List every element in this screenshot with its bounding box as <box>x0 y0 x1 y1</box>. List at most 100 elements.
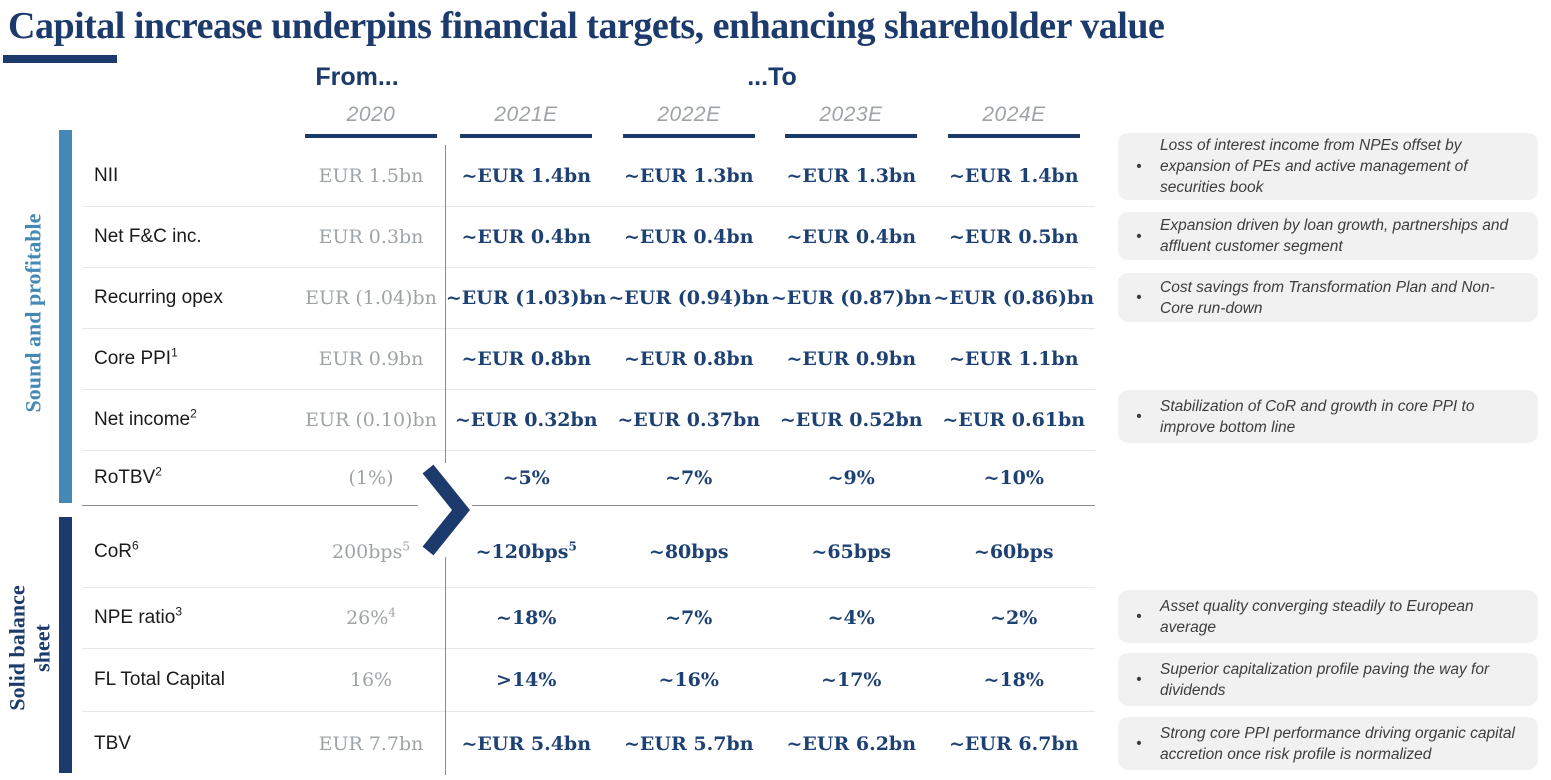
cell-2024e: ~EUR (0.86)bn <box>933 287 1096 309</box>
cell-2024e: ~EUR 1.1bn <box>933 348 1096 370</box>
cell-2022e-text: ~EUR 5.7bn <box>623 732 754 755</box>
cell-2020-text: (1%) <box>348 467 394 489</box>
cell-2023e-text: ~EUR 0.52bn <box>779 409 923 431</box>
page-title: Capital increase underpins financial tar… <box>8 5 1165 47</box>
bullet-icon: • <box>1136 671 1142 688</box>
cell-2022e-text: ~7% <box>665 467 713 489</box>
cell-2022e: ~EUR (0.94)bn <box>608 287 771 309</box>
cell-2020-text: 26% <box>346 607 389 629</box>
cell-2020-text: EUR (1.04)bn <box>305 287 437 309</box>
column-header-2022e: 2022E <box>623 103 755 138</box>
cell-2022e-text: ~EUR 0.37bn <box>617 409 761 431</box>
cell-2023e: ~65bps <box>770 541 933 563</box>
cell-2022e-text: ~EUR 0.8bn <box>623 348 754 370</box>
cell-2020-text: EUR 1.5bn <box>318 164 424 187</box>
cell-2021e-text: ~EUR 0.4bn <box>461 226 592 248</box>
table-row: TBV EUR 7.7bn ~EUR 5.4bn ~EUR 5.7bn ~EUR 6.2… <box>82 711 1095 775</box>
column-header-2021e: 2021E <box>460 103 592 138</box>
cell-2021e-text: ~EUR 1.4bn <box>461 164 592 187</box>
section-bar-sound-and-profitable <box>59 130 72 503</box>
column-header-2020: 2020 <box>305 103 437 138</box>
cell-2024e: ~EUR 1.4bn <box>933 165 1096 187</box>
bullet-icon: • <box>1136 227 1142 245</box>
cell-2024e-text: ~60bps <box>973 541 1054 563</box>
callout-net-fc: • Expansion driven by loan growth, partn… <box>1118 212 1538 260</box>
cell-2020: 16% <box>297 669 445 691</box>
row-label-text: FL Total Capital <box>94 669 225 690</box>
row-label: NPE ratio3 <box>82 604 297 629</box>
cell-2023e: ~EUR (0.87)bn <box>770 287 933 309</box>
row-label: RoTBV2 <box>82 464 297 489</box>
cell-2020: EUR 0.3bn <box>297 226 445 248</box>
column-header-underline <box>948 134 1080 138</box>
table-row: RoTBV2 (1%) ~5% ~7% ~9% ~10% <box>82 450 1095 505</box>
cell-2021e-text: ~18% <box>496 607 557 629</box>
row-label-text: TBV <box>94 732 131 754</box>
cell-2021e: ~EUR 5.4bn <box>445 733 608 755</box>
section-divider-line <box>82 505 1095 506</box>
row-label: Net F&C inc. <box>82 226 297 248</box>
cell-2022e-text: ~16% <box>658 669 719 691</box>
cell-2022e: ~EUR 0.8bn <box>608 348 771 370</box>
from-to-divider-line <box>445 145 446 775</box>
row-label-superscript: 3 <box>175 604 182 619</box>
cell-2023e-text: ~17% <box>821 669 882 691</box>
row-label-text: CoR <box>94 541 133 562</box>
cell-2023e: ~EUR 0.9bn <box>770 348 933 370</box>
cell-2023e-text: ~EUR 1.3bn <box>786 164 917 187</box>
cell-2020: EUR 0.9bn <box>297 348 445 370</box>
cell-2022e-text: ~7% <box>665 607 713 629</box>
cell-2024e: ~EUR 6.7bn <box>933 733 1096 755</box>
row-label: FL Total Capital <box>82 669 297 691</box>
cell-2023e: ~9% <box>770 467 933 489</box>
cell-2024e: ~2% <box>933 607 1096 629</box>
column-header-underline <box>623 134 755 138</box>
cell-2021e: >14% <box>445 669 608 691</box>
cell-2021e-text: ~EUR (1.03)bn <box>445 287 607 309</box>
cell-2021e-text: >14% <box>496 669 557 691</box>
cell-2023e: ~4% <box>770 607 933 629</box>
callout-text: Asset quality converging steadily to Eur… <box>1160 597 1474 636</box>
cell-2024e-text: ~10% <box>983 467 1044 489</box>
cell-2024e: ~EUR 0.5bn <box>933 226 1096 248</box>
row-label: Net income2 <box>82 408 297 431</box>
financial-targets-table: NII EUR 1.5bn ~EUR 1.4bn ~EUR 1.3bn ~EUR 1.3… <box>82 145 1095 775</box>
cell-2022e-text: ~80bps <box>648 541 729 563</box>
cell-2021e-text: ~EUR 0.8bn <box>461 348 592 370</box>
cell-2020: EUR 7.7bn <box>297 733 445 755</box>
section-label-sound-and-profitable: Sound and profitable <box>20 213 46 413</box>
column-header-2023e: 2023E <box>785 103 917 138</box>
cell-2022e: ~EUR 0.4bn <box>608 226 771 248</box>
row-label-text: NPE ratio <box>94 607 176 628</box>
cell-2023e-text: ~EUR (0.87)bn <box>770 287 932 309</box>
bullet-icon: • <box>1136 289 1142 306</box>
row-label: TBV <box>82 733 297 755</box>
cell-2021e: ~EUR (1.03)bn <box>445 287 608 309</box>
cell-2023e: ~17% <box>770 669 933 691</box>
cell-2024e-text: ~EUR 0.5bn <box>948 226 1079 248</box>
section-label-solid-balance-sheet: Solid balance sheet <box>4 585 55 711</box>
table-row: NPE ratio3 26%4 ~18% ~7% ~4% ~2% <box>82 587 1095 648</box>
cell-2023e-text: ~9% <box>827 467 875 489</box>
table-row: Core PPI1 EUR 0.9bn ~EUR 0.8bn ~EUR 0.8bn ~E… <box>82 328 1095 389</box>
table-row: Net income2 EUR (0.10)bn ~EUR 0.32bn ~EUR 0… <box>82 389 1095 450</box>
cell-2022e: ~7% <box>608 607 771 629</box>
table-row: FL Total Capital 16% >14% ~16% ~17% ~18% <box>82 648 1095 711</box>
cell-2024e-text: ~EUR 1.1bn <box>948 348 1079 370</box>
cell-2021e: ~120bps5 <box>445 541 608 563</box>
cell-2020-text: EUR 7.7bn <box>318 732 424 755</box>
column-header-year: 2021E <box>494 103 558 126</box>
cell-2024e: ~60bps <box>933 541 1096 563</box>
cell-2021e-text: ~EUR 5.4bn <box>461 732 592 755</box>
cell-2023e-text: ~EUR 0.9bn <box>786 348 917 370</box>
cell-2020: EUR (0.10)bn <box>297 409 445 431</box>
cell-2020-text: EUR 0.3bn <box>318 226 424 248</box>
row-label: NII <box>82 165 297 187</box>
callout-tbv: • Strong core PPI performance driving or… <box>1118 717 1538 770</box>
row-label-text: RoTBV <box>94 467 156 488</box>
cell-2022e-text: ~EUR 1.3bn <box>623 164 754 187</box>
row-label-superscript: 6 <box>132 538 139 553</box>
chevron-right-icon <box>418 463 472 557</box>
row-label-superscript: 2 <box>155 464 162 479</box>
section-bar-solid-balance-sheet <box>59 517 72 773</box>
